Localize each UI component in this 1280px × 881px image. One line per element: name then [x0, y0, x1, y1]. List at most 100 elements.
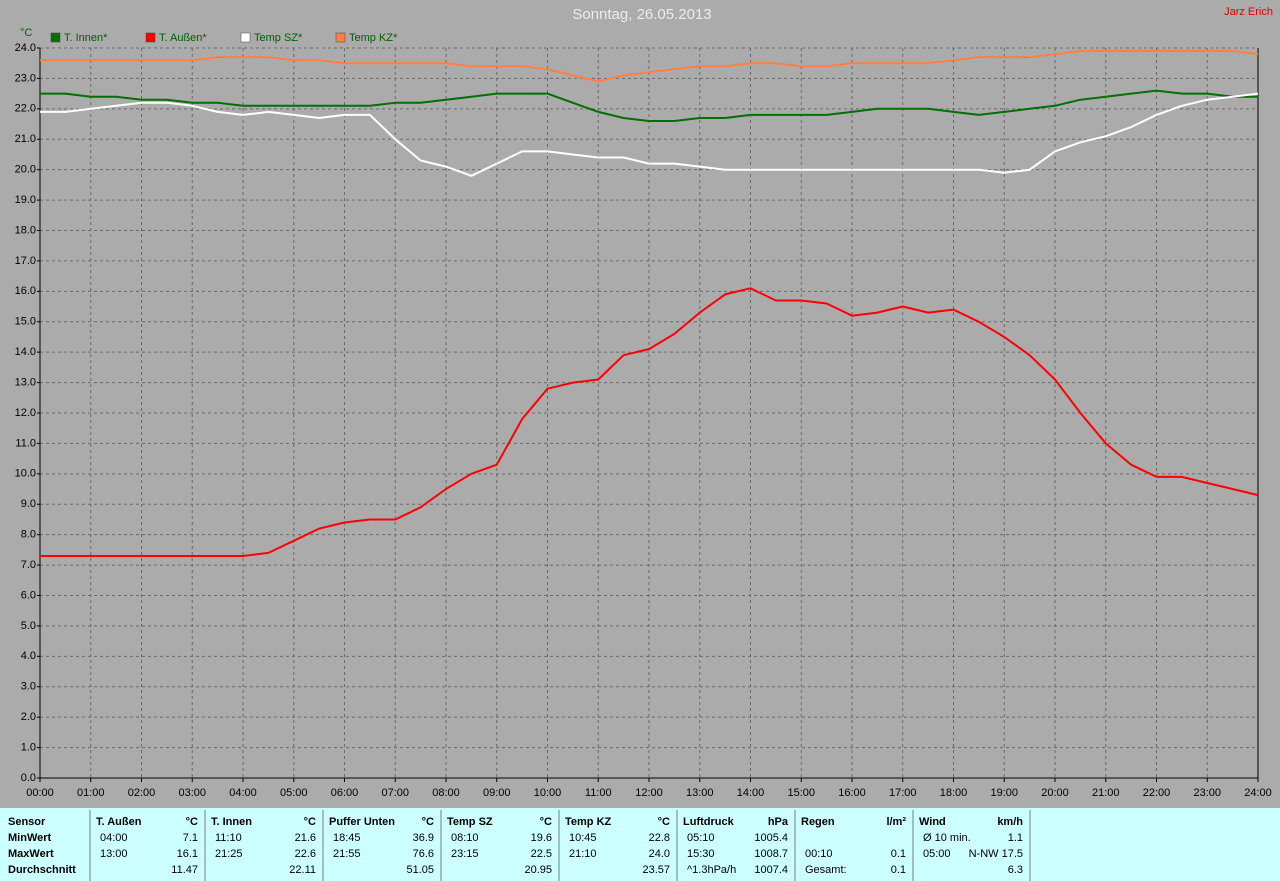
y-tick-label: 9.0 [21, 498, 36, 510]
stat-value: 24.0 [649, 848, 670, 860]
x-tick-label: 18:00 [940, 787, 968, 799]
stat-time: Gesamt: [805, 864, 847, 876]
y-tick-label: 17.0 [15, 255, 36, 267]
group-name: T. Außen [96, 816, 142, 828]
stat-value: 11.47 [171, 864, 198, 876]
legend-swatch [335, 32, 346, 43]
stat-time: 21:25 [215, 848, 243, 860]
y-tick-label: 7.0 [21, 559, 36, 571]
stat-time: 08:10 [451, 832, 479, 844]
x-tick-label: 00:00 [26, 787, 54, 799]
y-axis-label: °C [20, 27, 32, 39]
stat-value: 23.57 [642, 864, 670, 876]
x-tick-label: 17:00 [889, 787, 917, 799]
x-tick-label: 16:00 [838, 787, 866, 799]
group-name: Temp SZ [447, 816, 493, 828]
stat-time: 00:10 [805, 848, 833, 860]
x-tick-label: 14:00 [737, 787, 765, 799]
y-tick-label: 19.0 [15, 194, 36, 206]
stat-value: 0.1 [891, 848, 906, 860]
group-unit: km/h [997, 816, 1023, 828]
stat-time: 15:30 [687, 848, 715, 860]
x-tick-label: 19:00 [990, 787, 1018, 799]
stat-value: 6.3 [1008, 864, 1023, 876]
stat-value: 22.6 [295, 848, 316, 860]
stat-value: 22.8 [649, 832, 670, 844]
stat-value: 76.6 [413, 848, 434, 860]
group-unit: °C [304, 816, 316, 828]
y-tick-label: 18.0 [15, 224, 36, 236]
stat-value: 7.1 [183, 832, 198, 844]
x-tick-label: 10:00 [534, 787, 562, 799]
legend-label: Temp SZ* [254, 32, 303, 44]
chart-background [0, 0, 1280, 808]
series-line [40, 89, 1258, 122]
stat-value: 22.11 [289, 864, 316, 876]
y-tick-label: 16.0 [15, 285, 36, 297]
stat-value: N-NW 17.5 [969, 848, 1023, 860]
x-tick-label: 09:00 [483, 787, 511, 799]
legend-label: T. Außen* [159, 32, 207, 44]
stat-time: 04:00 [100, 832, 128, 844]
x-tick-label: 20:00 [1041, 787, 1069, 799]
group-name: Temp KZ [565, 816, 612, 828]
row-label: Sensor [8, 816, 46, 828]
x-tick-label: 15:00 [787, 787, 815, 799]
group-unit: °C [658, 816, 670, 828]
stat-time: 11:10 [215, 832, 242, 844]
chart-title: Sonntag, 26.05.2013 [572, 6, 711, 23]
stat-time: 05:00 [923, 848, 951, 860]
y-tick-label: 11.0 [15, 437, 36, 449]
y-tick-label: 1.0 [21, 741, 36, 753]
group-unit: °C [540, 816, 552, 828]
y-tick-label: 5.0 [21, 620, 36, 632]
y-tick-label: 21.0 [15, 133, 36, 145]
stat-time: 21:10 [569, 848, 597, 860]
y-tick-label: 15.0 [15, 316, 36, 328]
x-tick-label: 13:00 [686, 787, 714, 799]
stat-value: 1005.4 [754, 832, 788, 844]
x-tick-label: 24:00 [1244, 787, 1272, 799]
group-unit: °C [186, 816, 198, 828]
y-tick-label: 8.0 [21, 529, 36, 541]
y-tick-label: 10.0 [15, 468, 36, 480]
x-tick-label: 12:00 [635, 787, 663, 799]
stat-time: 13:00 [100, 848, 128, 860]
stats-background [0, 808, 1280, 881]
x-tick-label: 06:00 [331, 787, 359, 799]
stat-time: 18:45 [333, 832, 361, 844]
y-tick-label: 3.0 [21, 681, 36, 693]
y-tick-label: 14.0 [15, 346, 36, 358]
group-unit: l/m² [886, 816, 906, 828]
x-tick-label: 22:00 [1143, 787, 1171, 799]
stat-time: 05:10 [687, 832, 715, 844]
y-tick-label: 2.0 [21, 711, 36, 723]
legend-label: T. Innen* [64, 32, 108, 44]
y-tick-label: 0.0 [21, 772, 36, 784]
author: Jarz Erich [1224, 6, 1273, 18]
group-name: T. Innen [211, 816, 252, 828]
x-tick-label: 03:00 [178, 787, 206, 799]
row-label: MinWert [8, 832, 52, 844]
stat-value: 1.1 [1008, 832, 1023, 844]
stat-value: 21.6 [295, 832, 316, 844]
series-line [40, 287, 1259, 557]
x-tick-label: 11:00 [585, 787, 612, 799]
stat-value: 36.9 [413, 832, 434, 844]
stat-value: 1008.7 [754, 848, 788, 860]
stat-time: 23:15 [451, 848, 479, 860]
group-name: Wind [919, 816, 946, 828]
series-line [40, 92, 1259, 177]
group-name: Puffer Unten [329, 816, 395, 828]
y-tick-label: 22.0 [15, 103, 36, 115]
stat-time: ^1.3hPa/h [687, 864, 736, 876]
y-tick-label: 23.0 [15, 72, 36, 84]
group-unit: °C [422, 816, 434, 828]
stat-value: 0.1 [891, 864, 906, 876]
y-tick-label: 6.0 [21, 589, 36, 601]
stat-time: Ø 10 min. [923, 832, 971, 844]
legend-swatch [240, 32, 251, 43]
x-tick-label: 21:00 [1092, 787, 1120, 799]
stat-time: 10:45 [569, 832, 597, 844]
x-tick-label: 02:00 [128, 787, 156, 799]
